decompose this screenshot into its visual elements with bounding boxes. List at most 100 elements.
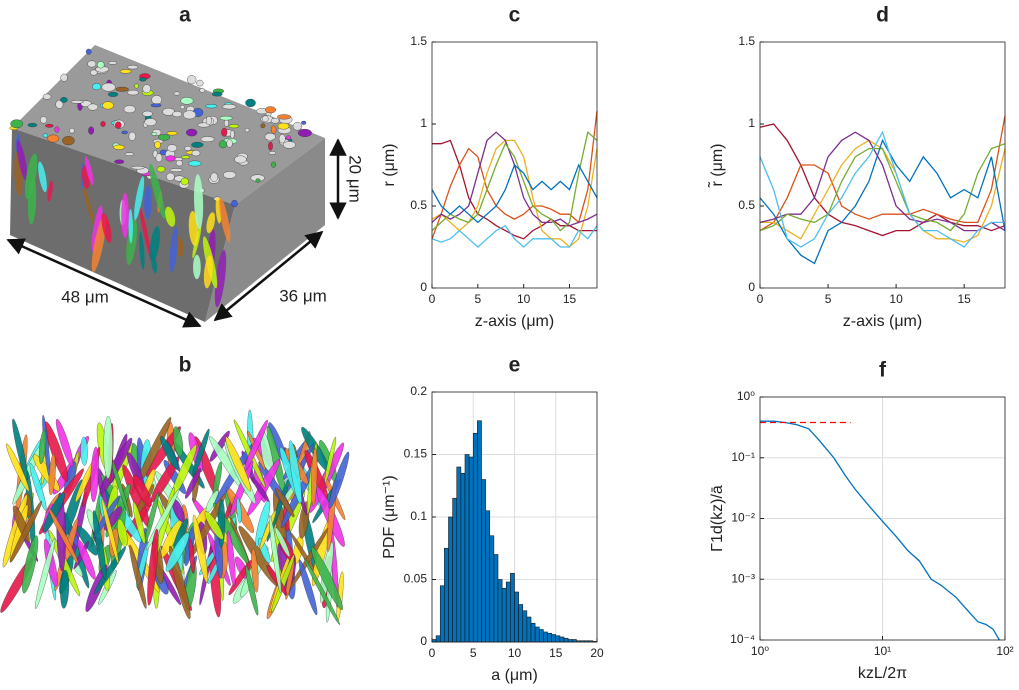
- y-tick-label: 10⁻⁴: [730, 632, 755, 646]
- cell: [166, 131, 178, 136]
- reconstruction-image: [0, 409, 350, 625]
- cell: [211, 91, 223, 97]
- cell: [42, 133, 48, 138]
- cell: [144, 118, 157, 127]
- cell: [188, 160, 202, 167]
- bar: [522, 610, 528, 643]
- cell: [54, 126, 60, 133]
- panel-title: c: [509, 4, 521, 27]
- axon: [55, 418, 74, 468]
- cell: [150, 103, 162, 108]
- cell: [169, 168, 183, 172]
- cell: [130, 165, 145, 170]
- axon: [29, 462, 47, 511]
- dimension-label: 20 μm: [346, 155, 365, 203]
- fiber: [16, 139, 28, 181]
- axon: [132, 474, 152, 507]
- cell: [115, 86, 129, 92]
- y-tick-label: 0.05: [404, 572, 428, 586]
- cell: [234, 155, 247, 164]
- axes-frame: [431, 41, 598, 289]
- axon: [103, 415, 113, 479]
- fiber: [165, 206, 176, 227]
- data-line: [431, 163, 598, 224]
- bar: [448, 516, 453, 643]
- x-tick-label: 10: [508, 646, 522, 660]
- y-tick-label: 1: [420, 116, 427, 130]
- axon: [192, 428, 210, 476]
- cell: [223, 119, 229, 127]
- fiber: [203, 255, 213, 289]
- bar: [477, 420, 482, 643]
- cell: [69, 127, 75, 134]
- cell: [10, 119, 24, 129]
- fiber: [101, 213, 112, 243]
- panel-title: f: [879, 359, 887, 382]
- cell: [219, 115, 233, 121]
- x-tick-label: 0: [429, 646, 436, 660]
- cell: [155, 153, 163, 163]
- bar: [468, 456, 474, 643]
- x-tick-label: 20: [590, 646, 604, 660]
- axon: [6, 443, 30, 492]
- axon: [12, 418, 28, 481]
- cell: [264, 106, 277, 114]
- axon: [9, 500, 42, 563]
- y-tick-label: 1: [748, 116, 755, 130]
- cell: [88, 126, 94, 135]
- y-axis-label: PDF (μm⁻¹): [381, 475, 398, 558]
- axon: [22, 535, 39, 594]
- bar: [563, 637, 569, 643]
- bar: [460, 472, 466, 643]
- bar: [497, 579, 503, 643]
- bar: [518, 604, 524, 643]
- axes-frame: [759, 396, 1006, 641]
- cell: [221, 127, 228, 137]
- cell: [172, 111, 183, 118]
- cell: [245, 98, 256, 108]
- bar: [555, 635, 561, 643]
- data-line: [431, 130, 598, 232]
- cell: [205, 116, 212, 126]
- cell: [142, 110, 153, 117]
- cell: [87, 60, 97, 68]
- cell: [205, 104, 218, 109]
- cell: [121, 130, 128, 135]
- cell: [278, 134, 286, 144]
- cell: [210, 172, 219, 182]
- bar: [489, 535, 495, 643]
- x-tick-label: 5: [825, 292, 832, 306]
- cell: [268, 141, 273, 151]
- x-tick-label: 10¹: [874, 644, 891, 658]
- bar: [456, 466, 462, 643]
- axon: [255, 499, 271, 547]
- axon: [225, 436, 252, 492]
- fiber: [24, 153, 38, 200]
- cell: [167, 144, 178, 152]
- axon: [304, 558, 340, 625]
- panel-title: b: [179, 354, 192, 377]
- data-line: [759, 143, 1006, 232]
- data-line: [431, 110, 598, 240]
- data-line: [759, 115, 1006, 232]
- cell: [222, 104, 237, 110]
- axon: [132, 501, 146, 544]
- x-tick-label: 5: [470, 646, 477, 660]
- axon: [236, 497, 242, 524]
- y-tick-label: 0: [420, 280, 427, 294]
- bar: [444, 547, 449, 643]
- y-tick-label: 10⁻¹: [731, 450, 755, 464]
- axes-frame: [431, 391, 598, 643]
- cell: [114, 159, 125, 164]
- axon: [188, 538, 195, 574]
- axon: [44, 421, 69, 482]
- x-tick-label: 10²: [996, 644, 1013, 658]
- cell: [187, 75, 197, 85]
- fiber: [84, 156, 94, 185]
- y-axis-label: r (μm): [381, 144, 398, 187]
- fiber: [82, 184, 95, 226]
- bar: [505, 581, 511, 643]
- axon: [204, 511, 224, 540]
- cell: [180, 97, 194, 105]
